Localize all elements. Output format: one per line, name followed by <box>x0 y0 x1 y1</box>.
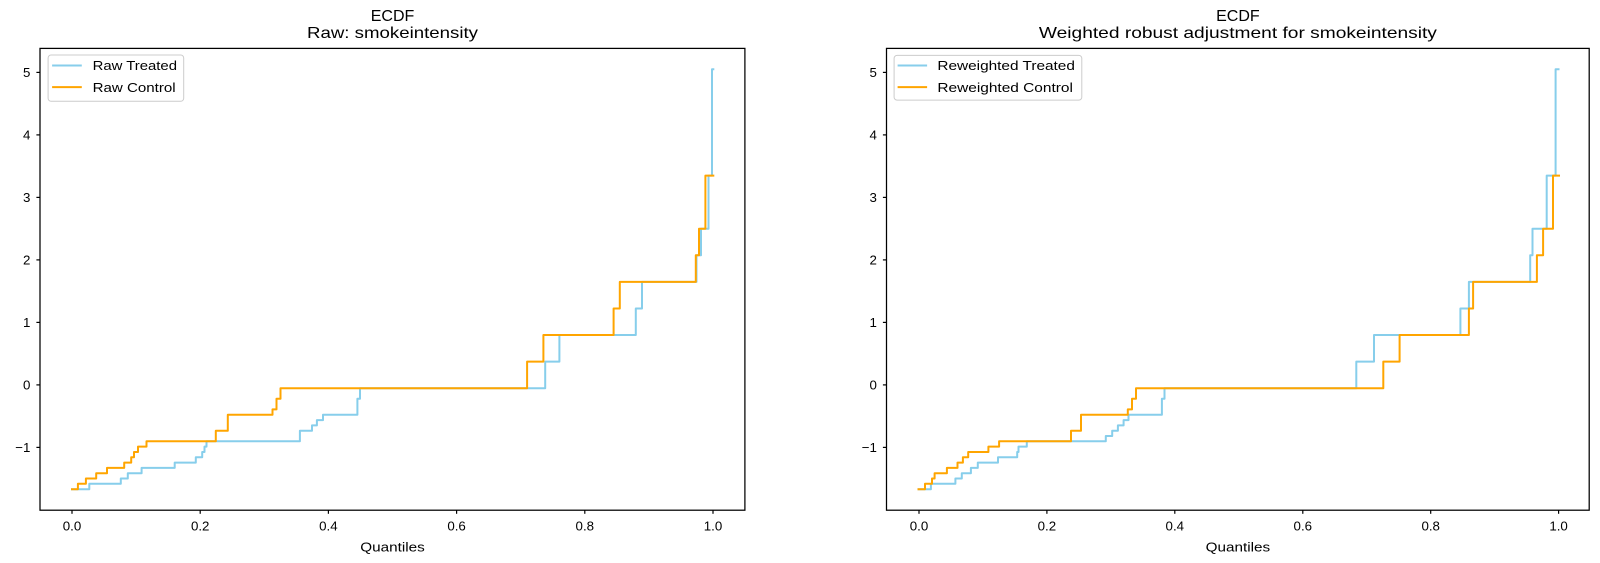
svg-text:0.0: 0.0 <box>63 518 82 533</box>
svg-text:4: 4 <box>23 128 30 143</box>
svg-text:5: 5 <box>869 65 876 80</box>
svg-text:0.6: 0.6 <box>447 518 466 533</box>
svg-text:1: 1 <box>869 315 876 330</box>
svg-text:ECDF: ECDF <box>1216 8 1260 25</box>
svg-text:1.0: 1.0 <box>704 518 723 533</box>
svg-text:Raw Treated: Raw Treated <box>93 58 177 73</box>
svg-text:Reweighted Control: Reweighted Control <box>937 80 1073 95</box>
svg-text:4: 4 <box>869 128 876 143</box>
svg-text:3: 3 <box>23 190 30 205</box>
svg-text:Quantiles: Quantiles <box>1206 539 1271 554</box>
svg-text:1.0: 1.0 <box>1549 518 1568 533</box>
svg-text:0: 0 <box>23 378 30 393</box>
svg-text:ECDF: ECDF <box>371 8 415 25</box>
svg-text:3: 3 <box>869 190 876 205</box>
svg-text:Reweighted Treated: Reweighted Treated <box>937 58 1075 73</box>
svg-text:0.2: 0.2 <box>191 518 210 533</box>
svg-text:0.8: 0.8 <box>1421 518 1440 533</box>
svg-text:Raw: smokeintensity: Raw: smokeintensity <box>307 25 478 42</box>
svg-text:Weighted robust adjustment for: Weighted robust adjustment for smokeinte… <box>1039 25 1437 42</box>
svg-text:0.8: 0.8 <box>576 518 595 533</box>
svg-text:−1: −1 <box>862 440 877 455</box>
svg-text:2: 2 <box>23 253 30 268</box>
svg-text:0.6: 0.6 <box>1294 518 1313 533</box>
svg-text:Quantiles: Quantiles <box>360 539 425 554</box>
svg-text:0: 0 <box>869 378 876 393</box>
svg-text:2: 2 <box>869 253 876 268</box>
svg-text:Raw Control: Raw Control <box>93 80 176 95</box>
svg-text:0.4: 0.4 <box>319 518 338 533</box>
svg-text:5: 5 <box>23 65 30 80</box>
svg-text:0.2: 0.2 <box>1038 518 1057 533</box>
svg-text:0.0: 0.0 <box>910 518 929 533</box>
svg-text:1: 1 <box>23 315 30 330</box>
svg-text:0.4: 0.4 <box>1166 518 1185 533</box>
svg-text:−1: −1 <box>15 440 30 455</box>
